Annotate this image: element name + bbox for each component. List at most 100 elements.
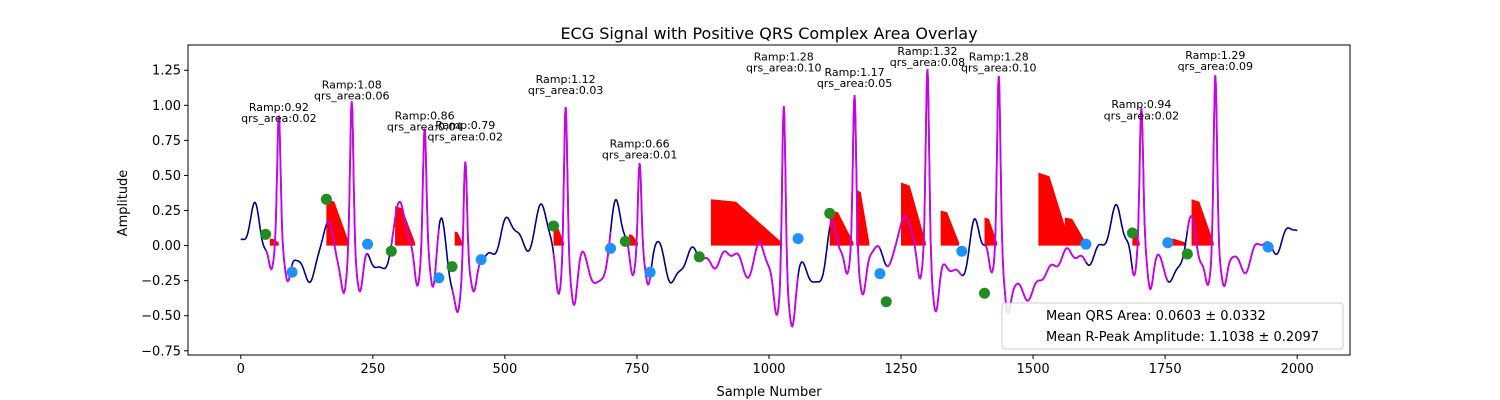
peak-annotation: qrs_area:0.05 <box>817 77 892 90</box>
qrs-overlay-line <box>1186 75 1269 288</box>
qrs-offset-marker <box>362 238 374 250</box>
qrs-overlay-line <box>390 128 440 288</box>
qrs-overlay-line <box>451 161 482 314</box>
qrs-offset-marker <box>1080 238 1092 250</box>
y-tick-label: 0.25 <box>152 204 181 219</box>
qrs-onset-marker <box>1181 248 1193 260</box>
qrs-overlay-line <box>325 101 368 295</box>
qrs-offset-marker <box>792 233 804 245</box>
peak-annotation: qrs_area:0.10 <box>961 62 1036 75</box>
y-tick-label: 0.75 <box>152 134 181 149</box>
y-axis-ticks: −0.75 −0.50 −0.25 0.00 0.25 0.50 0.75 1.00 1.25 <box>141 64 188 359</box>
peak-annotation: qrs_area:0.06 <box>314 90 389 103</box>
qrs-overlay-line <box>984 75 1087 315</box>
onset-offset-markers <box>260 193 1274 308</box>
y-tick-label: 1.25 <box>152 64 181 79</box>
x-axis-ticks: 0 250 500 750 1000 1250 1500 1750 2000 <box>237 355 1314 377</box>
x-tick-label: 250 <box>360 362 385 377</box>
peak-annotations: Ramp:0.92qrs_area:0.02Ramp:1.08qrs_area:… <box>241 45 1253 162</box>
qrs-overlay-line <box>885 68 963 313</box>
qrs-area-fill <box>454 231 463 246</box>
qrs-area-fills <box>269 172 1214 246</box>
positive-area-fill <box>856 189 870 246</box>
x-tick-label: 1250 <box>884 362 917 377</box>
qrs-overlay-line <box>698 106 799 328</box>
peak-annotation: Ramp:1.32 <box>897 45 957 58</box>
y-tick-label: 1.00 <box>152 99 181 114</box>
peak-annotation: qrs_area:0.02 <box>1104 109 1179 122</box>
qrs-offset-marker <box>433 272 445 284</box>
qrs-area-fill <box>1191 199 1214 246</box>
y-axis-label: Amplitude <box>116 170 131 237</box>
peak-annotation: qrs_area:0.03 <box>528 84 603 97</box>
ecg-signal-lines <box>240 68 1298 328</box>
peak-annotation: Ramp:1.17 <box>825 66 885 79</box>
qrs-offset-marker <box>956 245 968 257</box>
legend-entry-qrs-area: Mean QRS Area: 0.0603 ± 0.0332 <box>1046 309 1266 324</box>
x-tick-label: 1000 <box>752 362 785 377</box>
positive-area-fill <box>940 210 960 246</box>
x-tick-label: 500 <box>492 362 517 377</box>
y-tick-label: −0.50 <box>141 309 181 324</box>
qrs-offset-marker <box>286 266 298 278</box>
peak-annotation: qrs_area:0.01 <box>602 149 677 162</box>
qrs-onset-marker <box>385 245 397 257</box>
qrs-onset-marker <box>880 296 892 308</box>
y-tick-label: 0.50 <box>152 169 181 184</box>
x-tick-label: 1750 <box>1149 362 1182 377</box>
peak-annotation: qrs_area:0.09 <box>1178 60 1253 73</box>
qrs-offset-marker <box>605 242 617 254</box>
peak-annotation: Ramp:0.94 <box>1111 98 1171 111</box>
positive-area-fill <box>1064 217 1086 246</box>
peak-annotation: qrs_area:0.10 <box>746 62 821 75</box>
peak-annotation: Ramp:1.29 <box>1185 49 1245 62</box>
peak-annotation: Ramp:0.92 <box>249 101 309 114</box>
qrs-onset-marker <box>320 193 332 205</box>
qrs-onset-marker <box>446 261 458 273</box>
qrs-area-fill <box>710 199 783 246</box>
x-tick-label: 1500 <box>1017 362 1050 377</box>
peak-annotation: Ramp:0.79 <box>435 119 495 132</box>
chart-title: ECG Signal with Positive QRS Complex Are… <box>560 24 977 43</box>
legend-box <box>1001 302 1344 350</box>
qrs-offset-marker <box>1162 237 1174 249</box>
legend: Mean QRS Area: 0.0603 ± 0.0332 Mean R-Pe… <box>1001 302 1344 350</box>
qrs-offset-marker <box>1262 241 1274 253</box>
qrs-offset-marker <box>874 268 886 280</box>
peak-annotation: Ramp:1.28 <box>754 50 814 63</box>
qrs-onset-marker <box>619 235 631 247</box>
qrs-overlay-line <box>264 115 293 283</box>
qrs-onset-marker <box>548 220 560 232</box>
qrs-overlay-line <box>1131 107 1169 291</box>
y-tick-label: −0.75 <box>141 344 181 359</box>
qrs-offset-marker <box>475 254 487 266</box>
peak-annotation: qrs_area:0.02 <box>428 130 503 143</box>
qrs-area-fill <box>901 182 926 246</box>
x-tick-label: 2000 <box>1281 362 1314 377</box>
qrs-onset-marker <box>1126 227 1138 239</box>
qrs-overlay-line <box>624 162 652 286</box>
peak-annotation: Ramp:0.66 <box>610 137 670 150</box>
legend-entry-r-peak: Mean R-Peak Amplitude: 1.1038 ± 0.2097 <box>1046 330 1319 345</box>
peak-annotation: Ramp:1.08 <box>322 78 382 91</box>
peak-annotation: Ramp:0.86 <box>395 109 455 122</box>
qrs-area-fill <box>984 217 998 246</box>
x-tick-label: 0 <box>237 362 245 377</box>
positive-area-fill <box>1038 172 1071 246</box>
y-tick-label: 0.00 <box>152 239 181 254</box>
x-axis-label: Sample Number <box>716 385 822 400</box>
qrs-overlay-line <box>828 95 881 296</box>
peak-annotation: qrs_area:0.08 <box>890 56 965 69</box>
peak-annotation: qrs_area:0.02 <box>241 112 316 125</box>
qrs-onset-marker <box>693 251 705 263</box>
peak-annotation: qrs_area:0.04 <box>387 121 462 134</box>
qrs-onset-marker <box>978 287 990 299</box>
qrs-overlay-line <box>552 107 612 307</box>
qrs-onset-marker <box>260 228 272 240</box>
y-tick-label: −0.25 <box>141 274 181 289</box>
x-tick-label: 750 <box>625 362 650 377</box>
qrs-onset-marker <box>824 207 836 219</box>
peak-annotation: Ramp:1.28 <box>969 50 1029 63</box>
qrs-offset-marker <box>644 266 656 278</box>
